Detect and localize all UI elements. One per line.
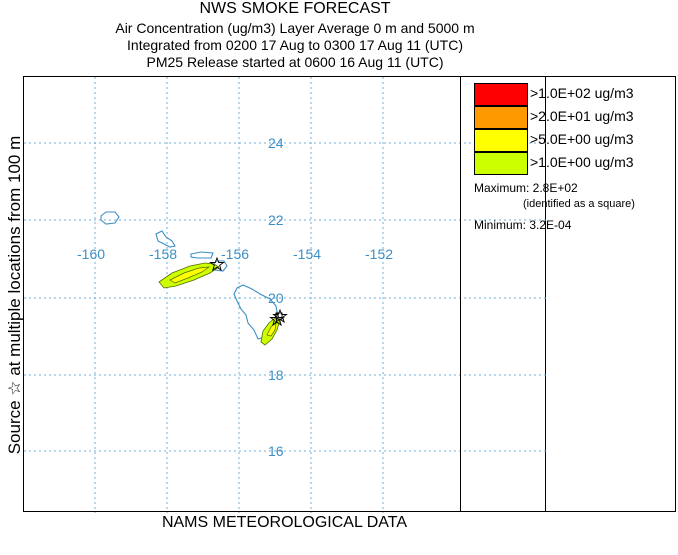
lat-label-20: 20 <box>268 290 284 306</box>
legend-label: >1.0E+02 ug/m3 <box>530 85 634 101</box>
lat-label-18: 18 <box>268 367 284 383</box>
legend-swatch-orange <box>474 106 528 129</box>
source-location-label: Source ☆ at multiple locations from 100 … <box>5 135 24 455</box>
lat-label-24: 24 <box>268 135 284 151</box>
map-panel: 24 22 20 18 16 -160 -158 -156 -154 -152 <box>23 76 547 513</box>
coastlines <box>100 211 279 340</box>
lon-label-154: -154 <box>293 246 321 262</box>
smoke-plumes <box>158 262 281 346</box>
legend-maximum: Maximum: 2.8E+02 <box>474 181 578 195</box>
lon-label-156: -156 <box>221 246 249 262</box>
legend-minimum: Minimum: 3.2E-04 <box>474 218 572 232</box>
oahu-coast <box>155 230 176 248</box>
source-markers <box>209 256 288 327</box>
lon-label-152: -152 <box>365 246 393 262</box>
graticule <box>24 77 547 513</box>
lon-label-158: -158 <box>149 246 177 262</box>
source-star-maui <box>209 256 225 272</box>
subtitle-integration-period: Integrated from 0200 17 Aug to 0300 17 A… <box>127 37 463 53</box>
kauai-coast <box>100 211 120 225</box>
legend-label: >2.0E+01 ug/m3 <box>530 108 634 124</box>
legend-maximum-note: (identified as a square) <box>523 198 635 210</box>
lon-label-160: -160 <box>77 246 105 262</box>
plume-oahu-maui-mid <box>169 266 211 284</box>
legend-panel: >1.0E+02 ug/m3 >2.0E+01 ug/m3 >5.0E+00 u… <box>460 76 676 512</box>
legend-label: >5.0E+00 ug/m3 <box>530 131 634 147</box>
lat-label-22: 22 <box>268 212 284 228</box>
map-svg: 24 22 20 18 16 -160 -158 -156 -154 -152 <box>24 77 547 513</box>
subtitle-release-time: PM25 Release started at 0600 16 Aug 11 (… <box>146 54 444 70</box>
maximum-square-marker <box>275 312 283 320</box>
forecast-title: NWS SMOKE FORECAST <box>199 0 391 17</box>
legend-item: >5.0E+00 ug/m3 <box>474 129 674 152</box>
legend-item: >1.0E+00 ug/m3 <box>474 152 674 175</box>
molokai-coast <box>190 251 214 259</box>
legend-label: >1.0E+00 ug/m3 <box>530 154 634 170</box>
legend-item: >2.0E+01 ug/m3 <box>474 106 674 129</box>
legend-swatch-red <box>474 83 528 106</box>
meteorological-data-label: NAMS METEOROLOGICAL DATA <box>161 514 408 531</box>
subtitle-concentration: Air Concentration (ug/m3) Layer Average … <box>115 20 475 36</box>
legend-swatch-lime <box>474 152 528 175</box>
legend-item: >1.0E+02 ug/m3 <box>474 83 674 106</box>
lat-label-16: 16 <box>268 443 284 459</box>
legend-swatch-yellow <box>474 129 528 152</box>
plume-big-island-mid <box>266 321 277 337</box>
